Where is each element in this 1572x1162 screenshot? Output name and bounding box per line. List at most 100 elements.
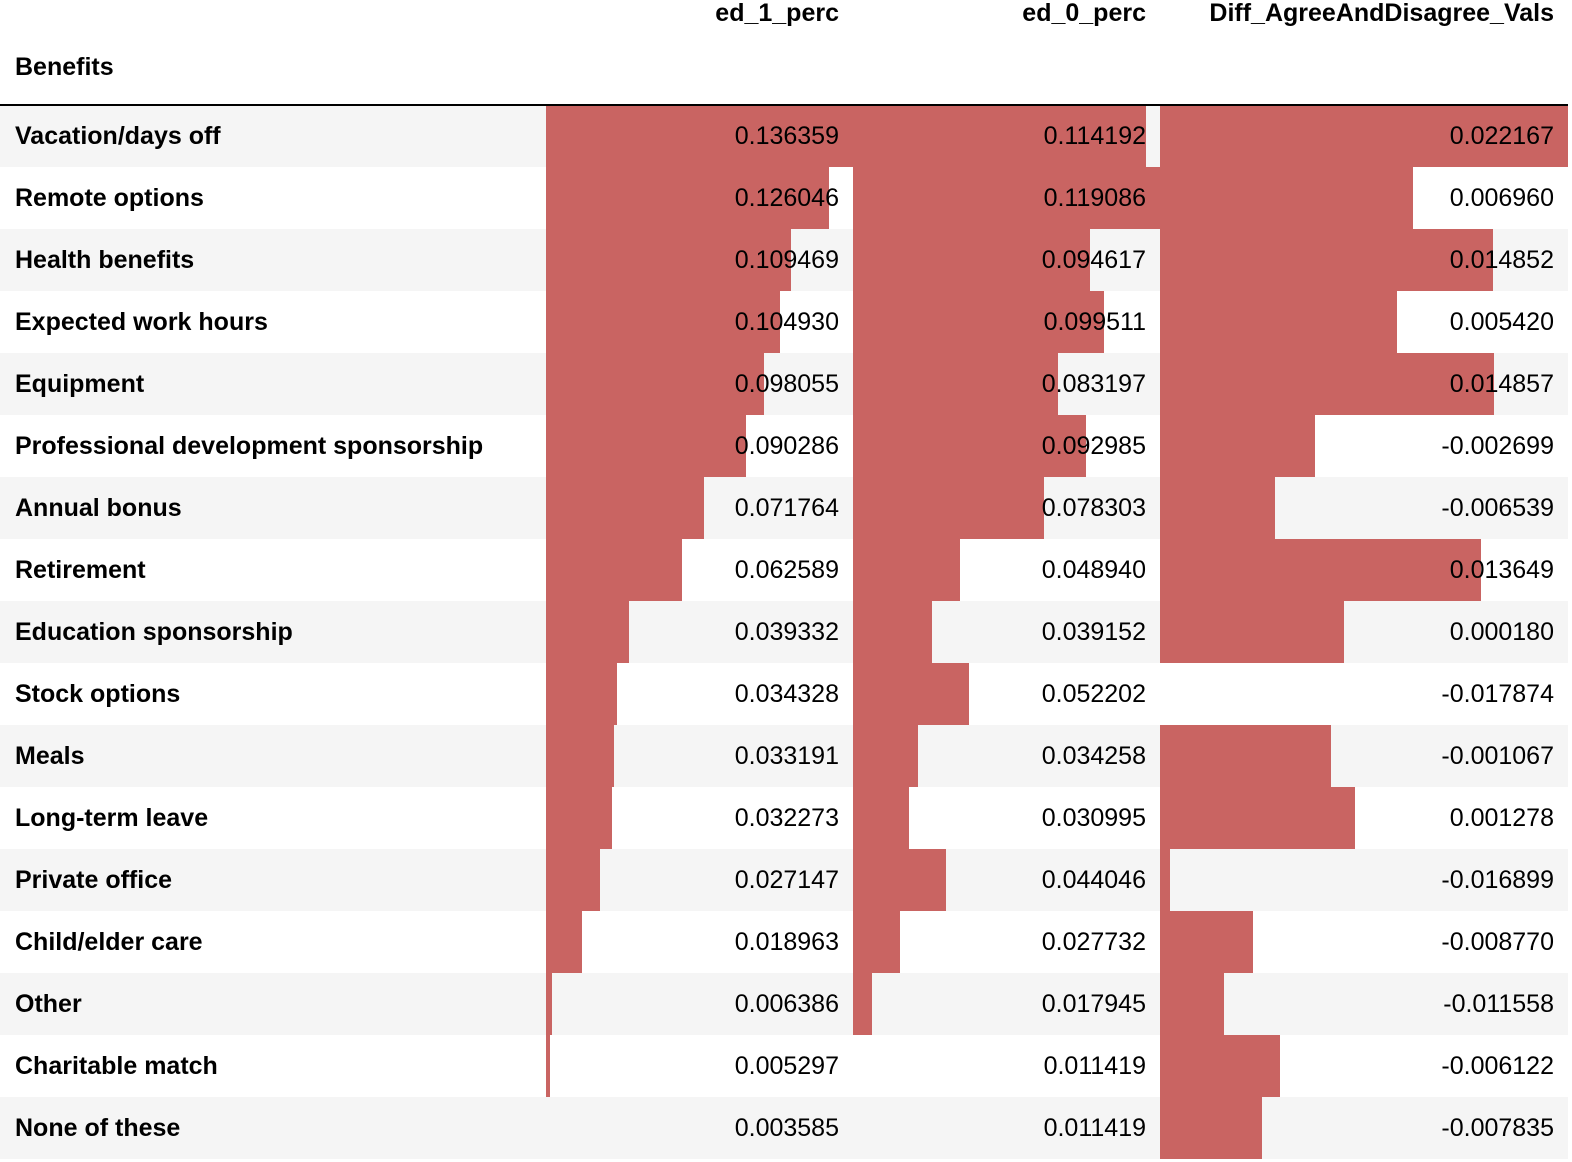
row-label: Equipment [15,369,145,398]
data-cell: 0.018963 [546,911,853,973]
cell-value: 0.027147 [734,865,839,894]
table-row: Professional development sponsorship 0.09… [0,415,1568,477]
data-cell: 0.104930 [546,291,853,353]
cell-value: 0.018963 [734,927,839,956]
row-label: None of these [15,1113,181,1142]
row-label: Health benefits [15,245,195,274]
row-label: Child/elder care [15,927,203,956]
data-bar [1160,973,1225,1035]
data-bar [1160,291,1398,353]
cell-value: 0.044046 [1041,865,1146,894]
data-bar [546,477,704,539]
data-bar [546,167,830,229]
data-cell: 0.006386 [546,973,853,1035]
cell-value: 0.114192 [1043,122,1146,150]
cell-value: 0.094617 [1041,245,1146,274]
data-cell: 0.083197 [853,353,1160,415]
data-bar [853,911,900,973]
cell-value: 0.030995 [1041,803,1146,832]
cell-value: 0.017945 [1041,989,1146,1018]
data-cell: 0.039332 [546,601,853,663]
index-header-row: Benefits [0,30,1568,106]
data-cell: -0.008770 [1160,911,1568,973]
cell-value: 0.014857 [1449,369,1554,398]
data-cell: 0.000180 [1160,601,1568,663]
cell-value: 0.032273 [734,803,839,832]
cell-value: 0.052202 [1041,679,1146,708]
index-name: Benefits [0,30,546,106]
data-bar [1160,106,1568,167]
data-bar [1160,353,1494,415]
data-bar [853,229,1091,291]
cell-value: -0.006539 [1441,493,1554,522]
data-bar [546,911,582,973]
data-cell: 0.114192 [853,105,1160,167]
cell-value: 0.136359 [734,122,839,150]
data-bar [853,663,970,725]
data-cell: 0.030995 [853,787,1160,849]
data-bar [1160,849,1170,911]
cell-value: 0.090286 [734,431,839,460]
data-bar [1160,911,1253,973]
cell-value: 0.022167 [1449,122,1554,150]
cell-value: 0.034328 [734,679,839,708]
data-bar [853,539,960,601]
data-cell: -0.002699 [1160,415,1568,477]
cell-value: 0.006386 [734,989,839,1018]
row-label: Private office [15,865,173,894]
column-header: ed_0_perc [1022,0,1146,27]
cell-value: 0.099511 [1043,307,1146,336]
data-cell: 0.001278 [1160,787,1568,849]
data-cell: 0.071764 [546,477,853,539]
data-bar [546,601,629,663]
data-cell: 0.014852 [1160,229,1568,291]
data-cell: -0.011558 [1160,973,1568,1035]
data-cell: 0.109469 [546,229,853,291]
cell-value: 0.109469 [734,245,839,274]
row-label: Charitable match [15,1051,218,1080]
data-cell: 0.099511 [853,291,1160,353]
data-cell: 0.098055 [546,353,853,415]
data-cell: 0.027732 [853,911,1160,973]
cell-value: 0.062589 [734,555,839,584]
table-row: Annual bonus 0.071764 0.078303 -0.006539 [0,477,1568,539]
data-bar [853,849,947,911]
table-body: Vacation/days off 0.136359 0.114192 0.02216… [0,105,1568,1159]
data-cell: 0.011419 [853,1035,1160,1097]
data-bar [546,291,781,353]
data-cell: 0.090286 [546,415,853,477]
data-cell: 0.092985 [853,415,1160,477]
cell-value: 0.000180 [1449,617,1554,646]
data-cell: -0.017874 [1160,663,1568,725]
data-cell: 0.062589 [546,539,853,601]
data-cell: 0.027147 [546,849,853,911]
row-label: Annual bonus [15,493,182,522]
data-bar [546,415,747,477]
table-row: Charitable match 0.005297 0.011419 -0.00612… [0,1035,1568,1097]
cell-value: -0.017874 [1441,679,1554,708]
data-cell: 0.005420 [1160,291,1568,353]
row-label: Retirement [15,555,146,584]
data-bar [853,787,909,849]
data-cell: 0.039152 [853,601,1160,663]
row-label: Vacation/days off [15,122,221,150]
data-cell: 0.006960 [1160,167,1568,229]
data-cell: -0.016899 [1160,849,1568,911]
data-bar [546,787,613,849]
data-bar [546,973,553,1035]
data-cell: 0.034258 [853,725,1160,787]
cell-value: 0.098055 [734,369,839,398]
data-cell: 0.033191 [546,725,853,787]
data-bar [1160,415,1315,477]
cell-value: 0.104930 [734,307,839,336]
data-bar [1160,477,1276,539]
data-bar [853,291,1105,353]
cell-value: 0.014852 [1449,245,1554,274]
table-row: Stock options 0.034328 0.052202 -0.017874 [0,663,1568,725]
cell-value: -0.008770 [1441,927,1554,956]
cell-value: -0.002699 [1441,431,1554,460]
cell-value: 0.092985 [1041,431,1146,460]
cell-value: -0.001067 [1441,741,1554,770]
table-row: Other 0.006386 0.017945 -0.011558 [0,973,1568,1035]
table-row: Long-term leave 0.032273 0.030995 0.001278 [0,787,1568,849]
